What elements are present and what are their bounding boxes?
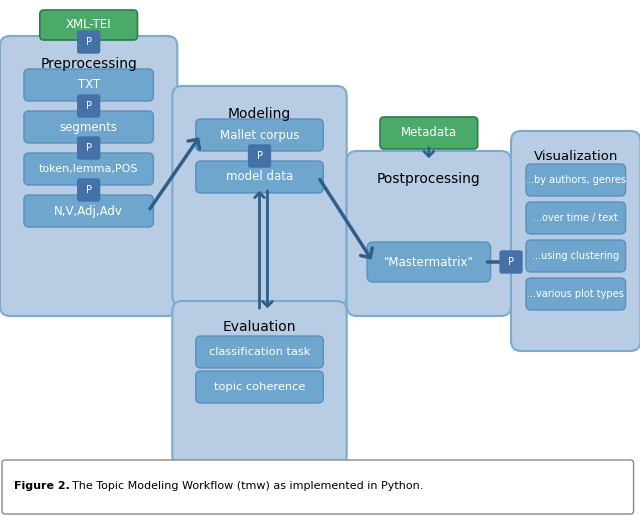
Text: P: P <box>257 151 262 161</box>
Text: token,lemma,POS: token,lemma,POS <box>39 164 138 174</box>
FancyBboxPatch shape <box>77 95 100 117</box>
FancyBboxPatch shape <box>526 240 625 272</box>
FancyBboxPatch shape <box>196 336 323 368</box>
FancyBboxPatch shape <box>24 153 154 185</box>
Text: P: P <box>508 257 514 267</box>
FancyBboxPatch shape <box>500 251 522 273</box>
Text: Evaluation: Evaluation <box>223 320 296 334</box>
FancyBboxPatch shape <box>196 119 323 151</box>
FancyBboxPatch shape <box>40 10 138 40</box>
Text: ...over time / text: ...over time / text <box>533 213 618 223</box>
Text: P: P <box>86 37 92 47</box>
Text: P: P <box>86 101 92 111</box>
FancyBboxPatch shape <box>196 371 323 403</box>
Text: The Topic Modeling Workflow (tmw) as implemented in Python.: The Topic Modeling Workflow (tmw) as imp… <box>72 481 423 491</box>
Text: Preprocessing: Preprocessing <box>40 57 137 71</box>
FancyBboxPatch shape <box>511 131 640 351</box>
FancyBboxPatch shape <box>526 278 625 310</box>
Text: ...by authors, genres: ...by authors, genres <box>525 175 627 185</box>
FancyBboxPatch shape <box>196 161 323 193</box>
FancyBboxPatch shape <box>172 86 347 306</box>
FancyBboxPatch shape <box>77 137 100 159</box>
Text: ...using clustering: ...using clustering <box>532 251 620 261</box>
FancyBboxPatch shape <box>172 301 347 466</box>
FancyBboxPatch shape <box>24 195 154 227</box>
Text: "Mastermatrix": "Mastermatrix" <box>384 255 474 268</box>
FancyBboxPatch shape <box>248 145 271 167</box>
Text: P: P <box>86 143 92 153</box>
Text: Modeling: Modeling <box>228 107 291 121</box>
FancyBboxPatch shape <box>2 460 634 514</box>
FancyBboxPatch shape <box>347 151 511 316</box>
Text: ...various plot types: ...various plot types <box>527 289 624 299</box>
Text: classification task: classification task <box>209 347 310 357</box>
Text: TXT: TXT <box>77 78 100 91</box>
FancyBboxPatch shape <box>526 164 625 196</box>
FancyBboxPatch shape <box>380 117 477 149</box>
Text: XML-TEI: XML-TEI <box>66 19 111 31</box>
FancyBboxPatch shape <box>77 31 100 53</box>
FancyBboxPatch shape <box>24 111 154 143</box>
FancyBboxPatch shape <box>24 69 154 101</box>
Text: Mallet corpus: Mallet corpus <box>220 128 300 141</box>
Text: segments: segments <box>60 121 118 134</box>
FancyBboxPatch shape <box>526 202 625 234</box>
Text: P: P <box>86 185 92 195</box>
Text: Postprocessing: Postprocessing <box>377 172 481 186</box>
Text: topic coherence: topic coherence <box>214 382 305 392</box>
FancyBboxPatch shape <box>77 179 100 201</box>
FancyBboxPatch shape <box>0 36 177 316</box>
Text: Metadata: Metadata <box>401 126 457 139</box>
Text: N,V,Adj,Adv: N,V,Adj,Adv <box>54 204 123 218</box>
Text: Visualization: Visualization <box>534 151 618 164</box>
Text: model data: model data <box>226 170 293 184</box>
Text: Figure 2.: Figure 2. <box>14 481 70 491</box>
FancyBboxPatch shape <box>367 242 491 282</box>
